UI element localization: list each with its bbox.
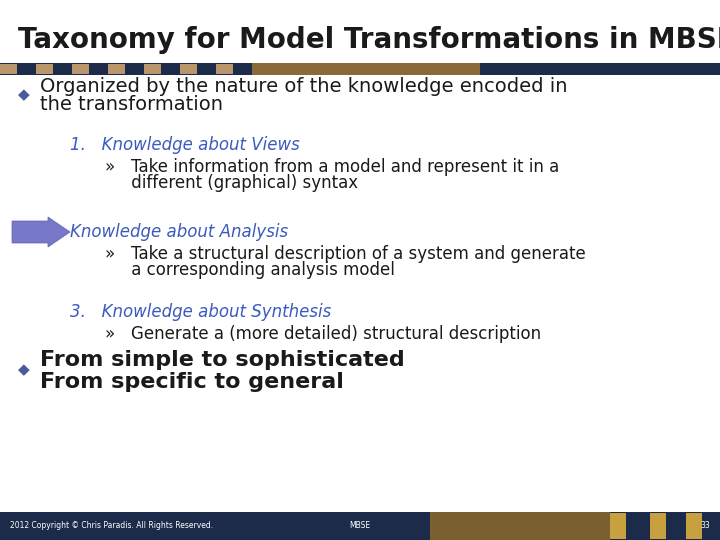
Text: From specific to general: From specific to general [40, 372, 344, 392]
Text: Knowledge about Analysis: Knowledge about Analysis [70, 223, 288, 241]
Text: MBSE: MBSE [349, 522, 371, 530]
Bar [144, 64, 161, 74]
Text: »   Take information from a model and represent it in a: » Take information from a model and repr… [105, 158, 559, 176]
Bar [0, 512, 720, 540]
Bar [430, 512, 610, 540]
Bar [480, 63, 720, 75]
Bar [0, 64, 17, 74]
Text: 33: 33 [701, 522, 710, 530]
Bar [198, 64, 215, 74]
Text: ◆: ◆ [18, 362, 30, 377]
Bar [126, 64, 143, 74]
Bar [704, 513, 720, 539]
Bar [90, 64, 107, 74]
FancyArrow shape [12, 217, 70, 247]
Text: Taxonomy for Model Transformations in MBSE: Taxonomy for Model Transformations in MB… [18, 26, 720, 54]
Bar [630, 513, 646, 539]
Text: »   Generate a (more detailed) structural description: » Generate a (more detailed) structural … [105, 325, 541, 343]
Bar [686, 513, 702, 539]
Bar [610, 513, 626, 539]
Text: the transformation: the transformation [40, 96, 223, 114]
Bar [72, 64, 89, 74]
Bar [650, 513, 666, 539]
Text: 1.   Knowledge about Views: 1. Knowledge about Views [70, 136, 300, 154]
Bar [162, 64, 179, 74]
Text: a corresponding analysis model: a corresponding analysis model [105, 261, 395, 279]
Text: 2012 Copyright © Chris Paradis. All Rights Reserved.: 2012 Copyright © Chris Paradis. All Righ… [10, 522, 213, 530]
Text: From simple to sophisticated: From simple to sophisticated [40, 350, 405, 370]
Text: 3.   Knowledge about Synthesis: 3. Knowledge about Synthesis [70, 303, 331, 321]
Bar [252, 63, 480, 75]
Text: »   Take a structural description of a system and generate: » Take a structural description of a sys… [105, 245, 586, 263]
Text: different (graphical) syntax: different (graphical) syntax [105, 174, 358, 192]
Bar [18, 64, 35, 74]
Bar [216, 64, 233, 74]
Text: Organized by the nature of the knowledge encoded in: Organized by the nature of the knowledge… [40, 78, 567, 97]
Text: ◆: ◆ [18, 87, 30, 103]
Bar [54, 64, 71, 74]
Bar [180, 64, 197, 74]
Bar [668, 513, 684, 539]
Bar [108, 64, 125, 74]
Bar [234, 64, 251, 74]
Bar [0, 63, 720, 75]
Bar [36, 64, 53, 74]
